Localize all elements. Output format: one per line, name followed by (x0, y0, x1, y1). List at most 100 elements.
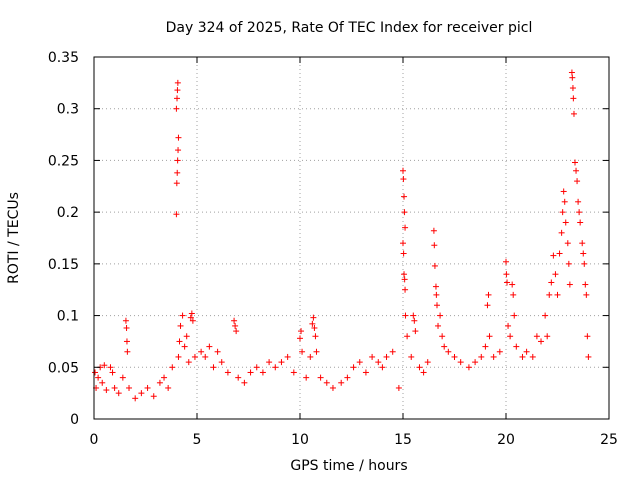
data-point (174, 95, 181, 102)
data-point (583, 291, 590, 298)
data-point (416, 364, 423, 371)
data-point (558, 229, 565, 236)
data-point (115, 390, 122, 397)
data-point (457, 359, 464, 366)
x-tick-label: 10 (291, 432, 309, 448)
data-point (485, 291, 492, 298)
data-point (123, 324, 130, 331)
data-point (174, 169, 181, 176)
data-point (284, 353, 291, 360)
data-point (402, 286, 409, 293)
data-point (437, 312, 444, 319)
data-point (188, 310, 195, 317)
data-point (107, 364, 114, 371)
data-point (503, 271, 510, 278)
data-point (181, 343, 188, 350)
data-point (510, 291, 517, 298)
data-point (173, 105, 180, 112)
data-point (202, 353, 209, 360)
data-point (174, 79, 181, 86)
y-tick-label: 0.2 (57, 205, 79, 221)
data-point (177, 322, 184, 329)
data-point (408, 353, 415, 360)
data-point (410, 312, 417, 319)
data-point (247, 369, 254, 376)
data-point (570, 95, 577, 102)
x-tick-label: 25 (600, 432, 618, 448)
data-point (303, 374, 310, 381)
y-axis-label: ROTI / TECUs (6, 192, 22, 284)
data-point (402, 312, 409, 319)
plot-frame (93, 56, 610, 420)
data-point (111, 384, 118, 391)
data-point (401, 271, 408, 278)
data-point (309, 320, 316, 327)
data-point (400, 250, 407, 257)
data-point (138, 390, 145, 397)
data-point (400, 176, 407, 183)
data-point (484, 302, 491, 309)
data-point (232, 322, 239, 329)
data-point (544, 333, 551, 340)
data-point (401, 209, 408, 216)
data-point (299, 348, 306, 355)
data-point (401, 276, 408, 283)
data-points (92, 69, 592, 402)
data-point (507, 333, 514, 340)
data-point (433, 302, 440, 309)
data-point (187, 314, 194, 321)
data-point (174, 157, 181, 164)
data-point (576, 209, 583, 216)
data-point (103, 387, 110, 394)
data-point (486, 333, 493, 340)
data-point (350, 364, 357, 371)
data-point (424, 359, 431, 366)
data-point (109, 369, 116, 376)
data-point (523, 348, 530, 355)
axis-ticks: 0 5 10 15 20 25 0 0.05 0.1 0.15 0.2 0.25 0.3 0.35 (48, 50, 618, 448)
data-point (176, 338, 183, 345)
data-point (179, 312, 186, 319)
data-point (559, 209, 566, 216)
data-point (119, 374, 126, 381)
data-point (420, 369, 427, 376)
x-tick-label: 20 (497, 432, 515, 448)
data-point (383, 353, 390, 360)
data-point (580, 250, 587, 257)
data-point (266, 359, 273, 366)
data-point (173, 211, 180, 218)
data-point (313, 348, 320, 355)
data-point (224, 369, 231, 376)
data-point (569, 85, 576, 92)
data-point (189, 317, 196, 324)
data-point (297, 335, 303, 342)
data-point (412, 328, 419, 335)
data-point (574, 178, 581, 185)
data-point (465, 364, 472, 371)
data-point (566, 281, 573, 288)
data-point (126, 384, 133, 391)
data-point (312, 333, 319, 340)
data-point (577, 219, 584, 226)
data-point (435, 322, 442, 329)
data-point (165, 384, 172, 391)
data-point (505, 322, 512, 329)
data-point (575, 198, 582, 205)
data-point (401, 193, 408, 200)
data-point (432, 283, 439, 290)
data-point (307, 353, 314, 360)
x-tick-label: 15 (394, 432, 412, 448)
data-point (156, 379, 163, 386)
data-point (191, 353, 198, 360)
data-point (173, 180, 180, 187)
data-point (411, 317, 418, 324)
data-point (317, 374, 324, 381)
data-point (174, 87, 181, 94)
y-tick-label: 0.15 (48, 257, 79, 273)
data-point (546, 291, 553, 298)
data-point (161, 374, 168, 381)
data-point (92, 369, 99, 376)
data-point (389, 348, 396, 355)
grid (94, 57, 609, 419)
